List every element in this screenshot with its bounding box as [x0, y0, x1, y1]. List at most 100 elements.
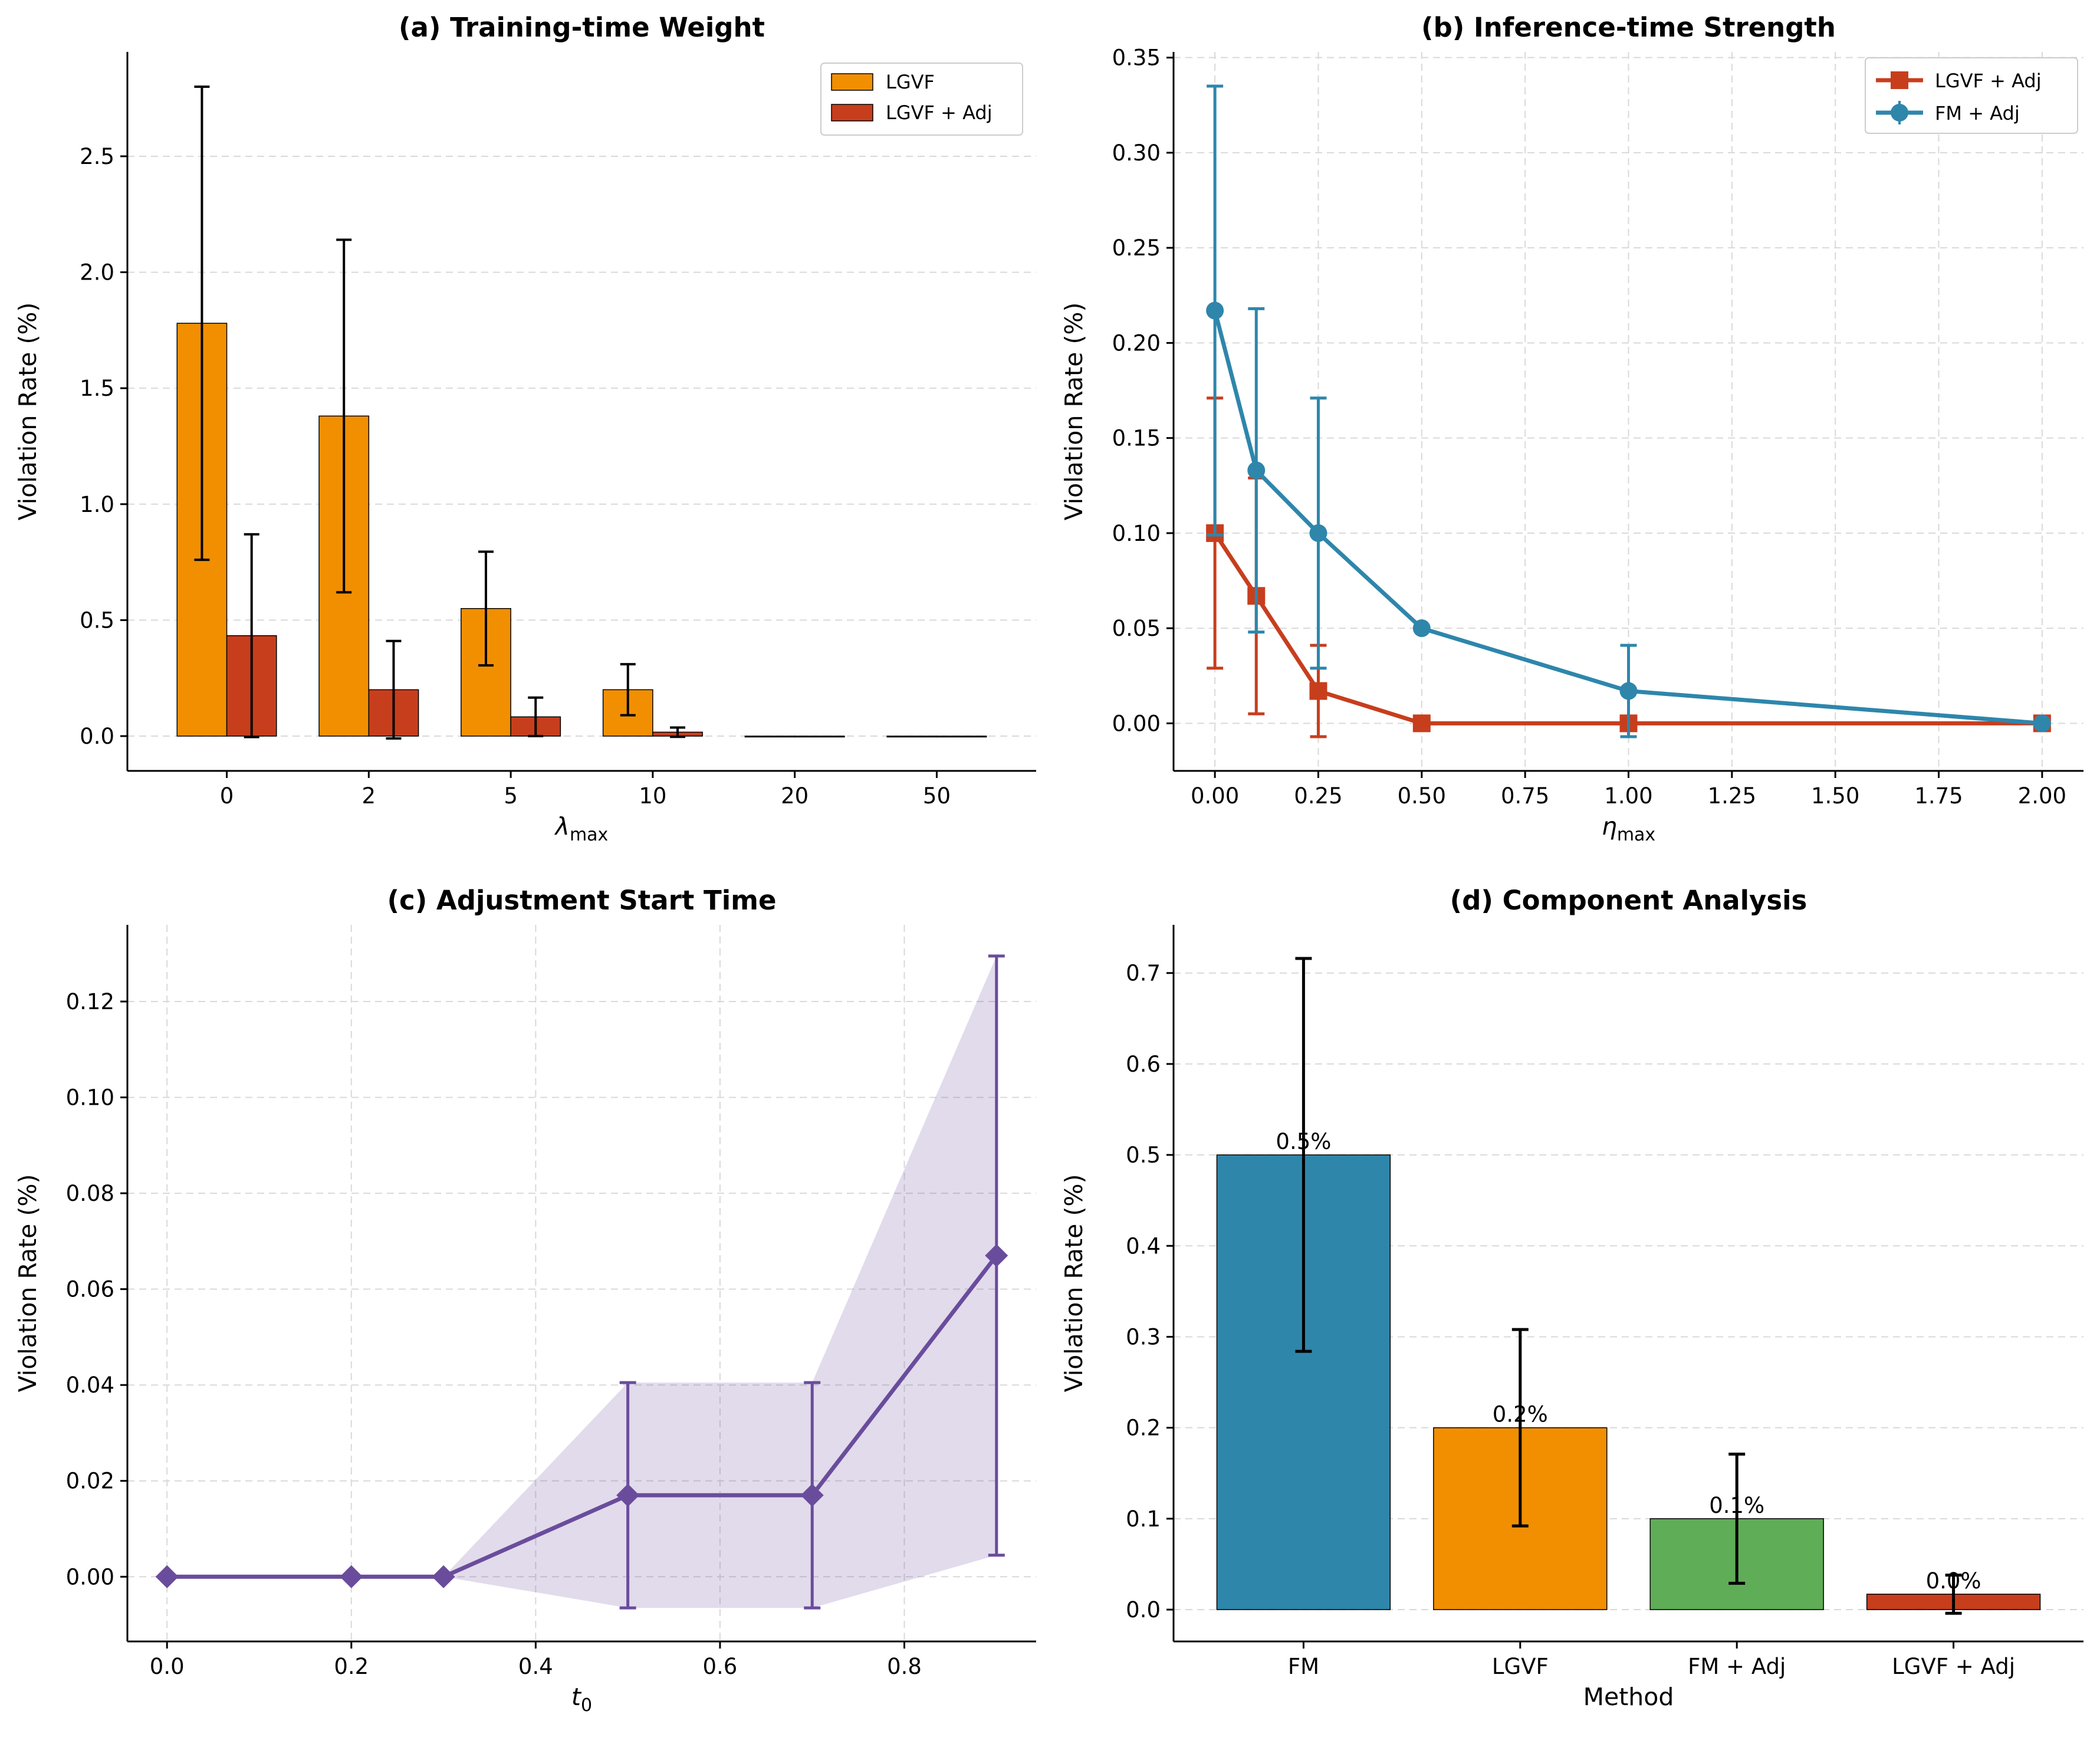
x-axis-label: t0 — [571, 1683, 592, 1716]
x-tick-label: 0.4 — [518, 1654, 553, 1679]
bar — [794, 735, 845, 738]
panel-title: (d) Component Analysis — [1450, 885, 1807, 916]
bar — [886, 735, 938, 738]
x-tick-label: 0.0 — [150, 1654, 185, 1679]
data-point — [1412, 619, 1431, 638]
x-tick-label: 0.8 — [887, 1654, 922, 1679]
legend-marker — [1891, 71, 1908, 89]
y-tick-label: 0.7 — [1126, 961, 1161, 986]
y-axis-label: Violation Rate (%) — [1060, 303, 1088, 521]
y-tick-label: 1.0 — [80, 492, 114, 517]
x-axis-label-subscript: max — [1617, 825, 1655, 845]
x-axis-label: λmax — [554, 812, 609, 845]
series-line — [1213, 531, 2042, 725]
x-axis-label-subscript: max — [570, 825, 608, 845]
x-tick-label: FM — [1288, 1654, 1319, 1679]
x-tick-label: 5 — [504, 783, 518, 809]
legend-label: LGVF + Adj — [886, 101, 993, 124]
x-tick-label: 50 — [923, 783, 951, 809]
x-tick-label: LGVF + Adj — [1892, 1654, 2015, 1679]
data-point — [985, 1244, 1008, 1268]
x-axis-label: ηmax — [1602, 812, 1655, 845]
bar — [936, 735, 987, 738]
data-point — [800, 1483, 824, 1507]
y-tick-label: 0.25 — [1112, 235, 1161, 261]
x-tick-label: 0.75 — [1501, 783, 1549, 809]
y-tick-label: 0.06 — [66, 1277, 114, 1302]
y-tick-label: 0.5 — [1126, 1142, 1161, 1168]
x-tick-label: 0.2 — [334, 1654, 369, 1679]
y-tick-label: 0.20 — [1112, 330, 1161, 356]
y-tick-label: 0.30 — [1112, 140, 1161, 166]
y-tick-label: 0.00 — [66, 1564, 114, 1590]
panel-frame: (b) Inference-time Strength Violation Rat… — [1060, 12, 2083, 845]
bar-value-label: 0.2% — [1493, 1402, 1548, 1427]
data-point — [2033, 714, 2051, 733]
x-tick-label: FM + Adj — [1688, 1654, 1786, 1679]
x-axis-label-main: Method — [1583, 1683, 1674, 1711]
panel-b-inference-time-strength: 0.00 0.25 0.50 0.75 1.00 1.25 1.50 1.75 2.00 0.00… — [1112, 45, 2083, 809]
x-tick-label: 1.75 — [1914, 783, 1963, 809]
data-point — [1412, 714, 1431, 733]
x-tick-label: 10 — [639, 783, 666, 809]
data-point — [432, 1565, 455, 1588]
y-axis-label: Violation Rate (%) — [14, 303, 42, 521]
x-tick-label: 1.50 — [1811, 783, 1859, 809]
panel-frame: (a) Training-time Weight Violation Rate (… — [14, 12, 1036, 845]
x-tick-label: 1.00 — [1604, 783, 1652, 809]
x-tick-label: 0.00 — [1191, 783, 1239, 809]
y-tick-label: 0.15 — [1112, 426, 1161, 451]
y-tick-label: 2.5 — [80, 144, 114, 169]
legend-swatch — [831, 104, 873, 122]
y-axis-label: Violation Rate (%) — [14, 1174, 42, 1393]
panel-title: (a) Training-time Weight — [399, 12, 765, 43]
data-point — [340, 1565, 363, 1588]
data-point — [616, 1483, 640, 1507]
confidence-band — [167, 955, 997, 1608]
y-tick-label: 0.08 — [66, 1181, 114, 1206]
y-tick-label: 0.00 — [1112, 711, 1161, 736]
x-tick-label: 0.50 — [1398, 783, 1446, 809]
series-line — [1212, 310, 2043, 725]
data-point — [1309, 524, 1327, 542]
y-tick-label: 0.6 — [1126, 1052, 1161, 1077]
y-tick-label: 0.12 — [66, 989, 114, 1014]
panel-d-component-analysis: 0.0 0.1 0.2 0.3 0.4 0.5 0.6 0.7 FM 0.5% LGVF 0.2% FM… — [1126, 957, 2083, 1679]
x-tick-label: 2.00 — [2018, 783, 2066, 809]
y-tick-label: 0.0 — [80, 724, 114, 749]
bar-value-label: 0.5% — [1276, 1129, 1331, 1154]
legend-label: LGVF — [886, 71, 935, 93]
x-axis-label: Method — [1583, 1683, 1674, 1711]
panel-title: (c) Adjustment Start Time — [387, 885, 776, 916]
x-tick-label: LGVF — [1492, 1654, 1549, 1679]
legend-label: FM + Adj — [1935, 102, 2020, 124]
y-tick-label: 0.3 — [1126, 1324, 1161, 1349]
x-tick-label: 0.25 — [1294, 783, 1342, 809]
y-tick-label: 0.35 — [1112, 45, 1161, 71]
y-tick-label: 0.4 — [1126, 1233, 1161, 1259]
x-axis-label-main: t — [571, 1683, 582, 1711]
x-tick-label: 0 — [220, 783, 234, 809]
y-tick-label: 2.0 — [80, 260, 114, 285]
y-tick-label: 0.10 — [66, 1085, 114, 1111]
x-tick-label: 0.6 — [703, 1654, 738, 1679]
data-point — [1619, 682, 1638, 700]
y-tick-label: 0.05 — [1112, 616, 1161, 641]
panel-frame: (d) Component Analysis Violation Rate (%)… — [1060, 885, 2083, 1711]
bar — [744, 735, 796, 738]
panel-title: (b) Inference-time Strength — [1421, 12, 1836, 43]
y-tick-label: 0.2 — [1126, 1416, 1161, 1441]
x-axis-label-main: η — [1602, 812, 1617, 840]
x-axis-label-subscript: 0 — [581, 1695, 592, 1716]
x-tick-label: 20 — [781, 783, 809, 809]
panel-c-adjustment-start-time: 0.0 0.2 0.4 0.6 0.8 0.00 0.02 0.04 0.06 0.08 0.10 0… — [66, 925, 1036, 1679]
x-axis-label-main: λ — [554, 812, 570, 840]
data-point — [1247, 461, 1266, 480]
y-tick-label: 0.1 — [1126, 1506, 1161, 1532]
y-tick-label: 0.5 — [80, 608, 114, 633]
legend-label: LGVF + Adj — [1935, 70, 2042, 92]
data-point — [1206, 301, 1224, 320]
bar-value-label: 0.1% — [1709, 1493, 1764, 1518]
y-tick-label: 0.0 — [1126, 1597, 1161, 1623]
